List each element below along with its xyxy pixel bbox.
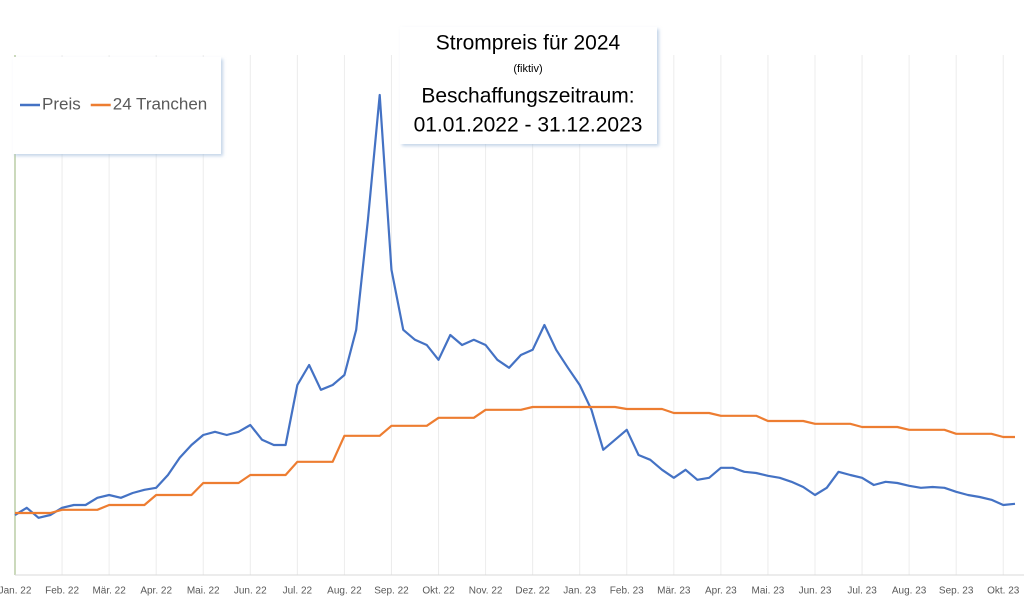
- x-tick-label: Feb. 23: [610, 586, 644, 597]
- x-tick-label: Okt. 22: [422, 586, 455, 597]
- x-tick-label: Mär. 23: [657, 586, 691, 597]
- chart-subtitle: (fiktiv): [513, 63, 542, 75]
- x-tick-label: Dez. 22: [515, 586, 550, 597]
- x-tick-label: Aug. 23: [892, 586, 927, 597]
- x-tick-label: Sep. 22: [374, 586, 409, 597]
- annotation: Beschaffungszeitraum:: [421, 85, 634, 108]
- x-tick-label: Jul. 22: [283, 586, 313, 597]
- x-tick-label: Jul. 23: [847, 586, 877, 597]
- x-tick-label: Sep. 23: [939, 586, 974, 597]
- legend-label: 24 Tranchen: [113, 94, 208, 113]
- x-tick-label: Jun. 23: [799, 586, 832, 597]
- line-series: [14, 93, 1016, 519]
- x-tick-label: Apr. 23: [705, 586, 737, 597]
- x-tick-label: Mai. 22: [187, 586, 220, 597]
- title-box: [400, 27, 657, 144]
- x-tick-label: Feb. 22: [45, 586, 79, 597]
- x-tick-labels: Jan. 22 Feb. 22 Mär. 22 Apr. 22 Mai. 22 Jun. …: [0, 586, 1020, 597]
- annotation: 01.01.2022 - 31.12.2023: [414, 114, 643, 137]
- legend-box: [13, 57, 221, 154]
- x-tick-label: Aug. 22: [327, 586, 362, 597]
- legend-label: Preis: [42, 94, 81, 113]
- x-tick-label: Nov. 22: [469, 586, 503, 597]
- x-tick-label: Jun. 22: [234, 586, 267, 597]
- x-tick-label: Mai. 23: [752, 586, 785, 597]
- legend: Preis 24 Tranchen: [20, 94, 207, 113]
- x-tick-label: Mär. 22: [92, 586, 126, 597]
- chart-title: Strompreis für 2024: [436, 32, 621, 55]
- x-tick-label: Jan. 22: [0, 586, 32, 597]
- x-tick-label: Apr. 22: [140, 586, 172, 597]
- plot-area: [14, 93, 1016, 519]
- x-tick-label: Jan. 23: [563, 586, 596, 597]
- x-tick-label: Okt. 23: [987, 586, 1020, 597]
- line-series: [15, 405, 1015, 515]
